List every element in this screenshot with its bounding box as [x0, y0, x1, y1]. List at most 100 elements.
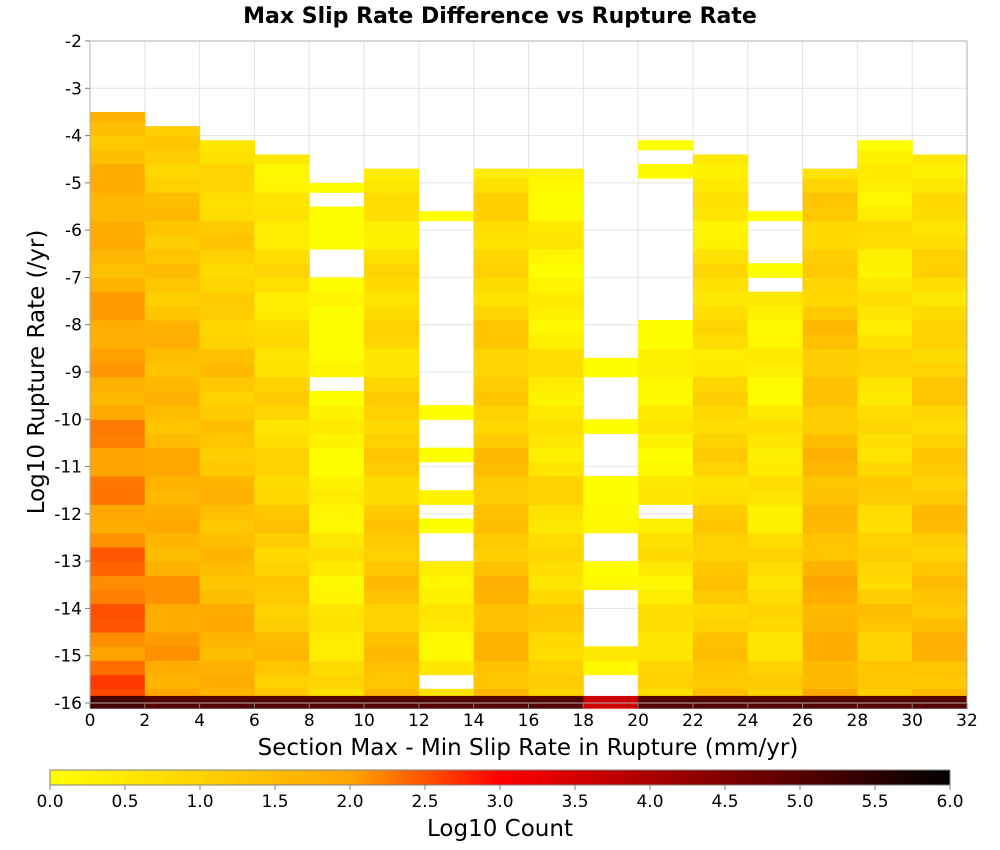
heatmap-cell [912, 589, 968, 605]
heatmap-cell [364, 249, 420, 264]
heatmap-cell [692, 348, 749, 364]
heatmap-cell [90, 291, 146, 307]
heatmap-cell [528, 178, 584, 193]
heatmap-cell [90, 376, 146, 392]
x-tick-label: 20 [627, 711, 649, 731]
heatmap-cell [473, 220, 529, 236]
heatmap-cell [638, 334, 694, 349]
heatmap-cell [199, 646, 255, 661]
heatmap-cell [802, 632, 858, 647]
heatmap-cell [802, 674, 858, 690]
y-tick-label: -7 [65, 268, 82, 288]
heatmap-cell [912, 390, 968, 406]
heatmap-cell [90, 532, 146, 548]
heatmap-cell [802, 168, 858, 179]
heatmap-cell [144, 617, 201, 633]
y-tick-label: -16 [54, 694, 82, 714]
heatmap-cell [638, 419, 694, 434]
heatmap-cell [638, 476, 694, 491]
heatmap-cell-bottom [144, 695, 201, 709]
heatmap-cell [528, 632, 584, 647]
heatmap-cell [692, 433, 749, 449]
heatmap-cell [692, 390, 749, 406]
heatmap-cell [199, 674, 255, 690]
heatmap-cell [857, 504, 913, 520]
heatmap-cell [802, 532, 858, 548]
heatmap-cell [857, 277, 913, 293]
heatmap-cell [309, 220, 365, 236]
heatmap-cell [473, 405, 529, 420]
heatmap-cell [857, 433, 913, 449]
y-tick-label: -3 [65, 79, 82, 99]
colorbar-tick-label: 4.0 [636, 792, 663, 812]
y-tick-label: -14 [54, 599, 82, 619]
heatmap-cell [857, 192, 913, 207]
heatmap-cell [747, 575, 804, 591]
heatmap-cell [254, 646, 310, 661]
heatmap-cell [144, 206, 201, 222]
heatmap-cell [692, 305, 749, 321]
heatmap-cell [528, 168, 584, 179]
heatmap-cell [473, 589, 529, 605]
heatmap-cell [90, 206, 146, 222]
heatmap-cell [90, 362, 146, 378]
heatmap-cell [638, 660, 694, 676]
heatmap-cell [364, 206, 420, 222]
heatmap-cell [638, 546, 694, 562]
heatmap-cell [144, 589, 201, 605]
heatmap-cell [747, 319, 804, 335]
colorbar-tick-label: 2.0 [336, 792, 363, 812]
heatmap-cell-bottom [364, 695, 420, 709]
heatmap-cell [802, 433, 858, 449]
heatmap-cell [528, 376, 584, 392]
heatmap-cell [199, 476, 255, 491]
heatmap-cell [364, 476, 420, 491]
heatmap-cell [747, 546, 804, 562]
heatmap-cell [418, 490, 475, 505]
heatmap-cell [199, 532, 255, 548]
heatmap-cell [90, 348, 146, 364]
heatmap-cell [254, 277, 310, 293]
heatmap-cell [199, 433, 255, 449]
heatmap-cell [199, 632, 255, 647]
heatmap-cell [364, 348, 420, 364]
heatmap-cell [418, 589, 475, 605]
heatmap-cell [747, 376, 804, 392]
heatmap-cell [692, 405, 749, 420]
heatmap-cell [473, 206, 529, 222]
heatmap-cell [90, 575, 146, 591]
heatmap-cell [199, 277, 255, 293]
heatmap-cell [254, 234, 310, 250]
heatmap-cell [254, 447, 310, 463]
heatmap-cell [309, 518, 365, 534]
heatmap-cell [583, 518, 639, 534]
heatmap-cell [90, 192, 146, 207]
heatmap-cell [857, 405, 913, 420]
heatmap-cell [528, 461, 584, 477]
heatmap-cell [638, 674, 694, 690]
heatmap-cell [692, 518, 749, 534]
heatmap-cell [309, 617, 365, 633]
heatmap-cell [747, 348, 804, 364]
heatmap-cell [199, 348, 255, 364]
heatmap-cell [638, 532, 694, 548]
heatmap-cell [254, 390, 310, 406]
heatmap-cell [857, 249, 913, 264]
heatmap-cell [90, 163, 146, 179]
heatmap-cell [199, 405, 255, 420]
heatmap-cell [912, 433, 968, 449]
heatmap-cell [90, 277, 146, 293]
heatmap-cell [912, 575, 968, 591]
heatmap-cell [90, 305, 146, 321]
heatmap-cell [857, 617, 913, 633]
heatmap-cell [90, 220, 146, 236]
heatmap-cell [692, 234, 749, 250]
heatmap-cell [254, 504, 310, 520]
heatmap-cell [528, 518, 584, 534]
heatmap-cell [912, 461, 968, 477]
heatmap-cell [254, 561, 310, 576]
heatmap-cell [254, 362, 310, 378]
heatmap-cell [638, 433, 694, 449]
heatmap-cell [528, 405, 584, 420]
heatmap-cell [90, 178, 146, 193]
